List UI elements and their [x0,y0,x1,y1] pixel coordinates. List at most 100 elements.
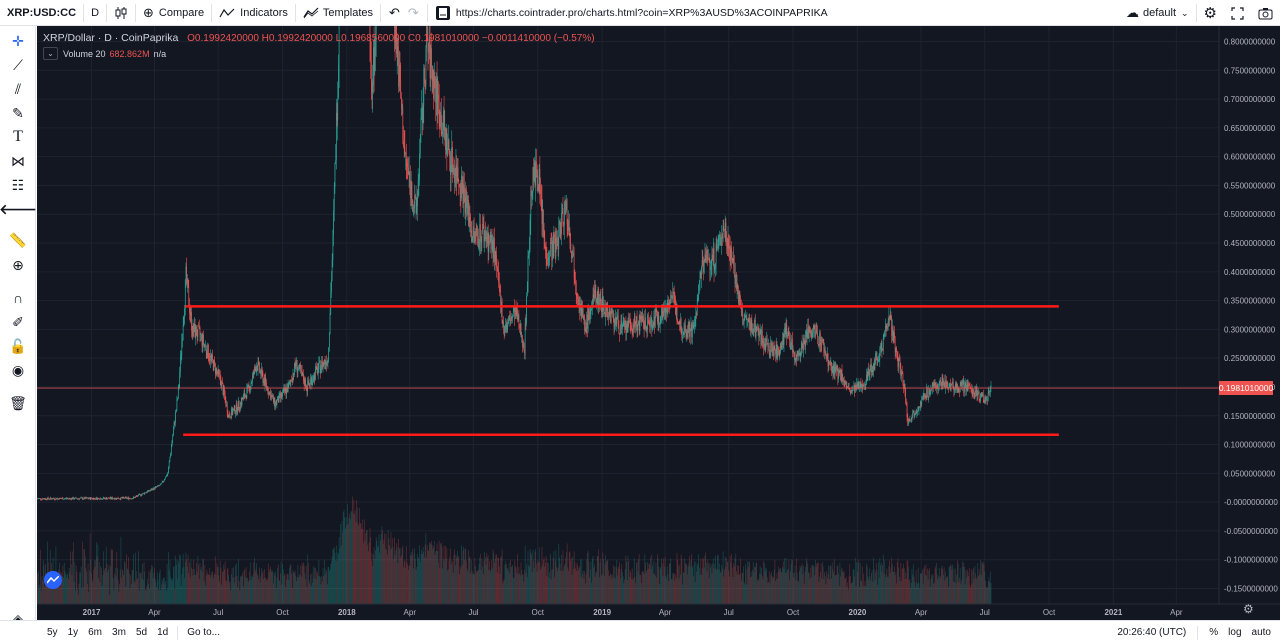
candle-body [822,339,824,343]
candle-body [847,386,848,389]
volume-bar [462,550,464,604]
undo-button[interactable]: ↶ [381,0,404,26]
volume-bar [486,552,488,604]
remove-tool[interactable]: 🗑 [0,393,36,413]
range-button-5y[interactable]: 5y [47,627,58,638]
volume-bar [469,557,471,604]
logo-icon[interactable] [44,571,62,589]
log-scale-toggle[interactable]: log [1228,627,1242,638]
candle-body [865,382,867,386]
volume-bar [295,575,297,604]
candle-body [673,291,674,295]
auto-scale-toggle[interactable]: auto [1251,627,1271,638]
text-tool[interactable]: T [0,127,36,147]
goto-date-button[interactable]: Go to... [187,627,220,638]
candle-body [724,228,725,230]
volume-bar [531,554,532,604]
range-button-6m[interactable]: 6m [88,627,103,638]
volume-bar [781,571,783,604]
price-chart[interactable]: 0.80000000000.75000000000.70000000000.65… [36,0,1280,620]
range-button-5d[interactable]: 5d [135,627,148,638]
percent-scale-toggle[interactable]: % [1209,627,1219,638]
volume-bar [793,577,795,604]
interval-button[interactable]: D [84,0,106,26]
volume-bar [391,548,392,604]
chart-style-button[interactable] [107,0,135,26]
pattern-tool[interactable]: ⋈ [0,151,36,171]
volume-bar [549,571,551,604]
volume-bar [870,580,872,604]
candle-body [796,354,797,361]
volume-bar [582,574,583,604]
crosshair-tool[interactable]: ✛ [0,31,36,51]
candle-body [961,381,962,387]
candle-body [296,360,298,373]
collapse-legend-button[interactable]: ⌄ [43,47,58,60]
fib-tool[interactable]: ⫽ [0,79,36,99]
volume-bar [111,550,113,604]
templates-button[interactable]: Templates [296,0,380,26]
back-tool[interactable]: 🡐 [0,199,37,219]
volume-bar [519,575,521,604]
volume-bar [368,551,369,604]
candle-body [447,140,449,149]
candle-body [795,354,797,359]
range-button-1y[interactable]: 1y [67,627,79,638]
volume-bar [813,567,815,604]
trend-line-tool[interactable]: ⟋ [0,55,36,75]
compare-button[interactable]: ⊕ Compare [136,0,211,26]
magnet-tool[interactable]: ∩ [0,288,36,308]
candle-body [719,234,721,246]
volume-bar [89,533,91,604]
volume-bar [82,541,83,604]
zoom-tool[interactable]: ⊕ [0,255,36,275]
volume-bar [668,563,670,604]
fullscreen-button[interactable] [1224,0,1251,26]
snapshot-button[interactable] [1251,0,1280,26]
hide-tool[interactable]: ◉ [0,360,36,380]
indicators-button[interactable]: Indicators [212,0,295,26]
brush-tool[interactable]: ✎ [0,103,36,123]
range-button-3m[interactable]: 3m [112,627,126,638]
candle-body [557,238,559,250]
measure-tool[interactable]: 📏 [0,230,36,250]
volume-bar [252,574,254,604]
candle-body [151,489,153,491]
volume-bar [789,571,791,604]
candle-body [504,331,506,333]
stay-drawing-tool[interactable]: ✐ [0,312,36,332]
candle-body [612,309,614,319]
candle-body [507,323,509,325]
range-button-1d[interactable]: 1d [157,627,169,638]
volume-bar [426,557,427,604]
candle-body [272,396,274,397]
candle-body [668,302,669,307]
candle-body [758,331,760,338]
volume-bar [41,576,43,604]
prediction-tool[interactable]: ☷ [0,175,36,195]
time-axis: 2017 Apr Jul Oct 2018 Apr Jul Oct 2019 Apr Jul Oct 2… [37,603,1280,617]
volume-bar [533,568,535,604]
object-tree-button[interactable]: ◈ [0,609,36,629]
settings-button[interactable]: ⚙ [1197,0,1224,26]
toolbar-divider [1195,4,1197,22]
volume-bar [188,572,190,604]
chart-area[interactable]: 0.8000000000 0.7500000000 0.7000000000 0.65… [36,0,1280,620]
candle-body [850,390,852,394]
url-link[interactable]: https://charts.cointrader.pro/charts.htm… [428,0,835,26]
volume-bar [797,581,799,604]
volume-bar [856,561,858,604]
candle-body [616,319,618,325]
time-axis-settings-button[interactable]: ⚙ [1243,602,1254,616]
volume-bar [836,565,838,604]
volume-bar [884,560,886,604]
volume-bar [596,571,597,604]
volume-bar [860,580,862,604]
layout-button[interactable]: ☁ default ⌄ [1119,0,1196,26]
candle-body [785,327,786,335]
symbol-search[interactable]: XRP:USD:CC [0,0,83,26]
ohlc-values: O0.1992420000 H0.1992420000 L0.196856000… [187,33,595,44]
lock-tool[interactable]: 🔓 [0,336,36,356]
candle-body [166,476,167,477]
redo-button[interactable]: ↷ [404,0,427,26]
